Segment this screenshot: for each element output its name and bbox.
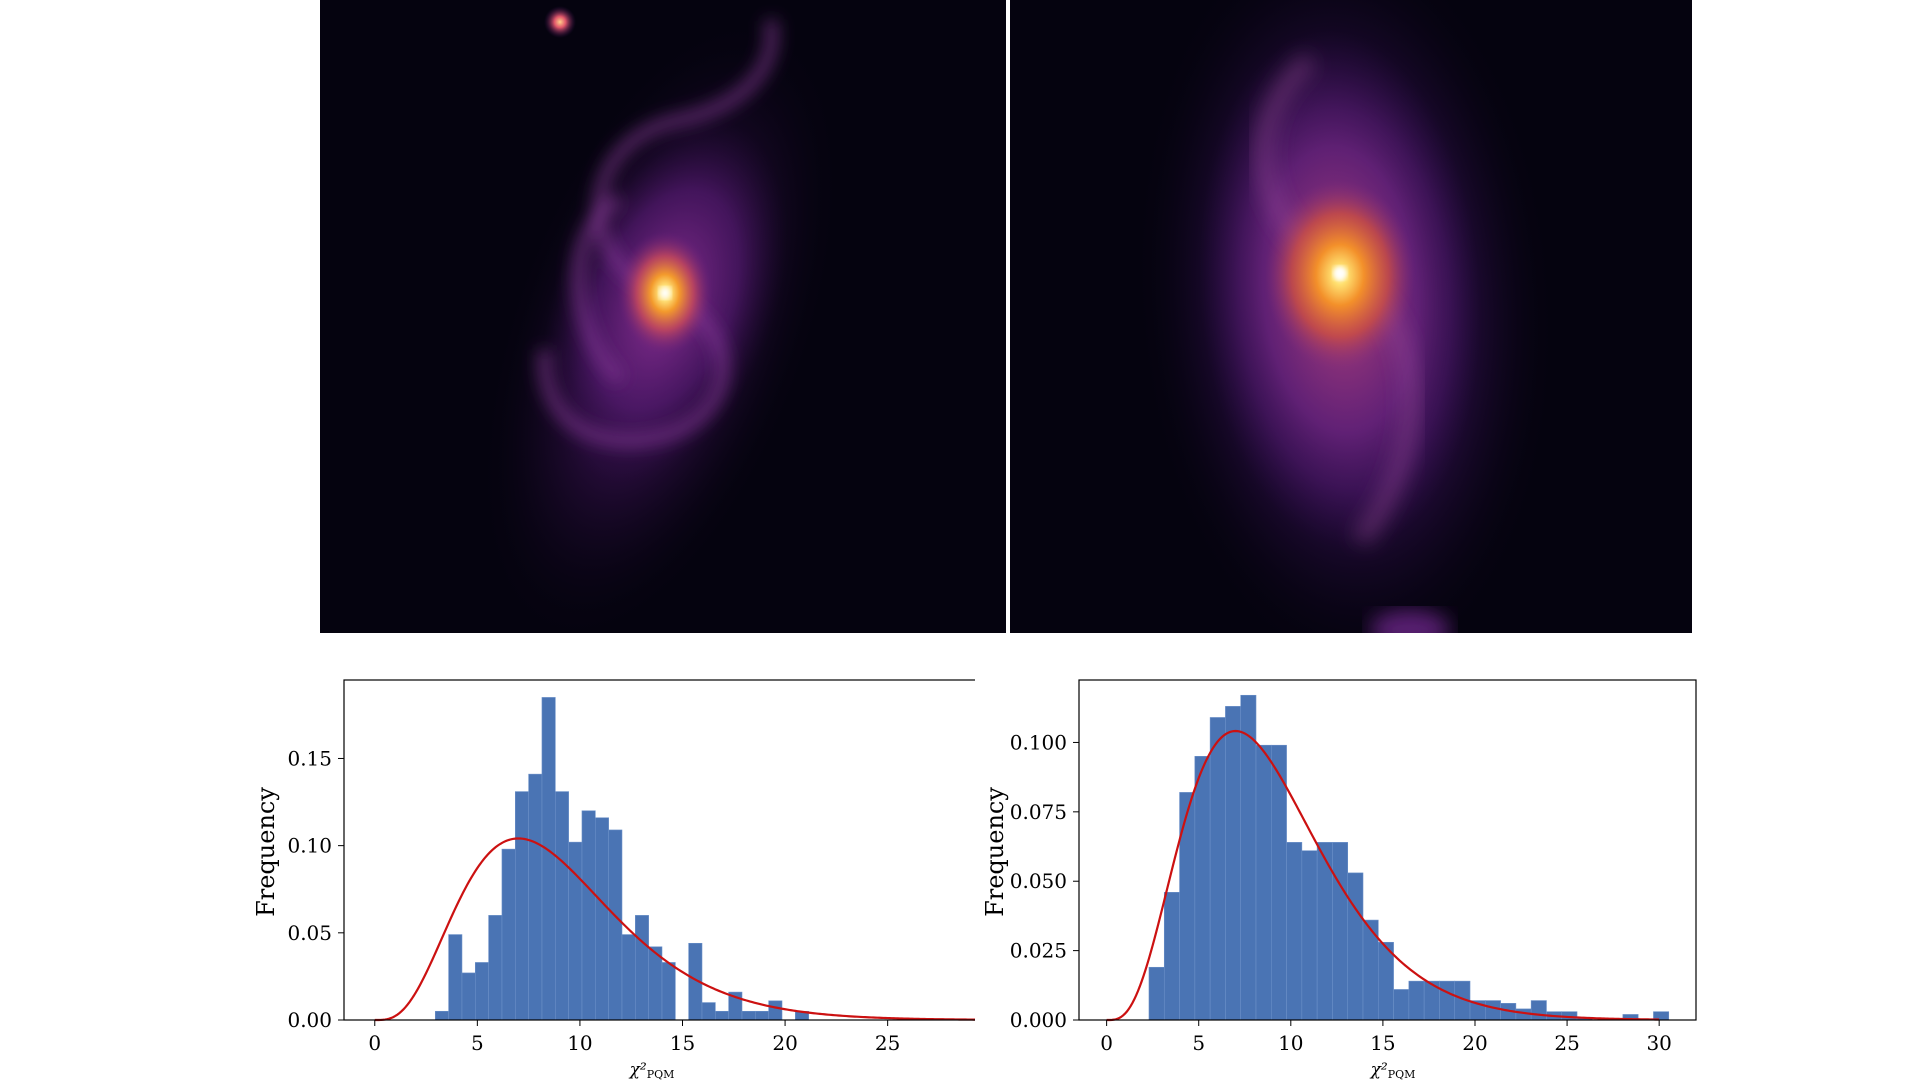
y-tick-label: 0.00 bbox=[287, 1008, 332, 1032]
x-tick-label: 20 bbox=[772, 1031, 797, 1055]
histogram-bar bbox=[488, 915, 503, 1021]
histogram-bar bbox=[715, 1010, 729, 1021]
histogram-bar bbox=[1194, 756, 1211, 1021]
x-tick-label: 30 bbox=[1646, 1031, 1671, 1055]
y-axis-label-right: Frequency bbox=[981, 787, 1009, 917]
histogram-bar bbox=[1439, 980, 1456, 1021]
histogram-bar bbox=[1255, 744, 1272, 1021]
x-tick-label: 20 bbox=[1462, 1031, 1487, 1055]
x-axis-label-left: χ²PQM bbox=[629, 1060, 675, 1080]
histogram-bar bbox=[741, 1010, 756, 1021]
histogram-bar bbox=[768, 1000, 783, 1021]
x-tick-label: 0 bbox=[1100, 1031, 1113, 1055]
histogram-bar bbox=[608, 829, 623, 1021]
histogram-bar bbox=[461, 972, 476, 1021]
galaxy-right-render bbox=[1010, 0, 1692, 633]
histogram-bar bbox=[1240, 694, 1257, 1021]
histogram-bar bbox=[1530, 1000, 1547, 1021]
histogram-bar bbox=[595, 817, 609, 1021]
x-tick-label: 5 bbox=[471, 1031, 484, 1055]
histogram-bar bbox=[1209, 717, 1226, 1021]
histogram-bar bbox=[1408, 980, 1425, 1021]
histogram-bar bbox=[661, 962, 676, 1021]
histogram-bar bbox=[541, 697, 556, 1021]
y-tick-label: 0.10 bbox=[287, 834, 332, 858]
x-tick-label: 15 bbox=[670, 1031, 695, 1055]
y-tick-label: 0.100 bbox=[1010, 730, 1067, 754]
histogram-bar bbox=[635, 915, 649, 1021]
x-tick-label: 10 bbox=[1278, 1031, 1303, 1055]
histogram-bar bbox=[701, 1002, 716, 1021]
histogram-bar bbox=[528, 773, 543, 1021]
histogram-bar bbox=[474, 962, 489, 1021]
histogram-bar bbox=[1163, 892, 1180, 1021]
histogram-bar bbox=[448, 934, 463, 1021]
histogram-bar bbox=[581, 810, 596, 1021]
axes-frame bbox=[1078, 679, 1697, 1021]
y-tick-label: 0.15 bbox=[287, 746, 332, 770]
x-tick-label: 5 bbox=[1192, 1031, 1205, 1055]
x-tick-label: 25 bbox=[875, 1031, 900, 1055]
histogram-bar bbox=[1332, 842, 1349, 1021]
galaxy-image-left bbox=[320, 0, 1006, 633]
histogram-bar bbox=[1270, 744, 1287, 1021]
histogram-bar bbox=[1484, 1000, 1501, 1021]
x-tick-label: 0 bbox=[368, 1031, 381, 1055]
histogram-bar bbox=[555, 791, 569, 1021]
histogram-bar bbox=[1179, 792, 1196, 1021]
histogram-right: 0 5 10 15 20 25 30 0.000 0.025 0.050 0.075 0.100 Fr… bbox=[981, 679, 1697, 1080]
histogram-bar bbox=[1225, 706, 1242, 1021]
histogram-bar bbox=[1148, 966, 1165, 1021]
histogram-bar bbox=[515, 791, 529, 1021]
histogram-bar bbox=[1347, 872, 1364, 1021]
histogram-bar bbox=[1286, 842, 1303, 1021]
galaxy-left-render bbox=[320, 0, 1006, 633]
y-tick-label: 0.025 bbox=[1010, 939, 1067, 963]
histogram-bar bbox=[621, 934, 636, 1021]
histogram-bar bbox=[1301, 850, 1318, 1021]
histogram-bar bbox=[501, 848, 516, 1021]
histogram-bar bbox=[434, 1010, 449, 1021]
x-tick-label: 25 bbox=[1554, 1031, 1579, 1055]
x-tick-label: 10 bbox=[567, 1031, 592, 1055]
y-axis-label-left: Frequency bbox=[252, 787, 280, 917]
y-tick-label: 0.075 bbox=[1010, 800, 1067, 824]
chi-square-fit-curve bbox=[374, 837, 975, 1022]
histogram-bar bbox=[755, 1010, 769, 1021]
x-axis-label-right: χ²PQM bbox=[1370, 1060, 1416, 1080]
histogram-right-plot: 0 5 10 15 20 25 30 0.000 0.025 0.050 0.075 0.100 bbox=[1010, 679, 1697, 1055]
galaxy-image-right bbox=[1010, 0, 1692, 633]
histogram-bar bbox=[1393, 989, 1410, 1021]
y-tick-label: 0.000 bbox=[1010, 1008, 1067, 1032]
y-tick-label: 0.05 bbox=[287, 921, 332, 945]
chi-square-fit-curve bbox=[1106, 729, 1660, 1022]
y-tick-label: 0.050 bbox=[1010, 869, 1067, 893]
x-tick-label: 15 bbox=[1370, 1031, 1395, 1055]
